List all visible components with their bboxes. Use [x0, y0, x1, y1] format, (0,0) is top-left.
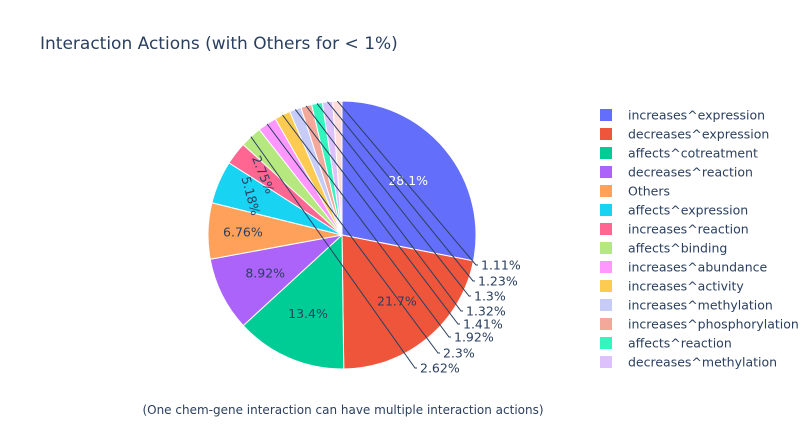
legend-item-label[interactable]: increases^expression — [628, 108, 765, 123]
leader-line — [336, 100, 478, 266]
legend-item-label[interactable]: affects^cotreatment — [628, 146, 758, 161]
leader-line — [327, 101, 475, 282]
pie-slice — [242, 233, 345, 370]
legend-item-label[interactable]: affects^binding — [628, 241, 727, 256]
legend-swatch[interactable] — [600, 223, 612, 235]
legend-item-label[interactable]: increases^activity — [628, 279, 744, 294]
legend-swatch[interactable] — [600, 204, 612, 216]
legend-swatch[interactable] — [600, 261, 612, 273]
legend-swatch[interactable] — [600, 128, 612, 140]
slice-label: 6.76% — [223, 225, 263, 240]
slice-label: 1.41% — [463, 317, 503, 332]
legend-item-label[interactable]: affects^reaction — [628, 336, 732, 351]
slice-label: 2.3% — [443, 346, 475, 361]
legend-item-label[interactable]: decreases^expression — [628, 127, 769, 142]
slice-label: 8.92% — [245, 266, 285, 281]
slice-label: 1.3% — [474, 289, 506, 304]
slice-label: 1.11% — [481, 258, 521, 273]
leader-line — [250, 136, 417, 369]
legend-item-label[interactable]: decreases^methylation — [628, 355, 777, 370]
legend-swatch[interactable] — [600, 166, 612, 178]
legend-swatch[interactable] — [600, 318, 612, 330]
chart-title: Interaction Actions (with Others for < 1… — [40, 34, 398, 54]
slice-label: 1.92% — [454, 330, 494, 345]
legend-swatch[interactable] — [600, 109, 612, 121]
slice-label: 2.62% — [420, 361, 460, 376]
legend: increases^expression decreases^expression… — [600, 108, 799, 370]
legend-item-label[interactable]: increases^phosphorylation — [628, 317, 799, 332]
leader-line — [294, 109, 460, 325]
leader-line — [316, 103, 471, 297]
legend-swatch[interactable] — [600, 185, 612, 197]
chart-caption: (One chem-gene interaction can have mult… — [142, 403, 544, 417]
legend-swatch[interactable] — [600, 299, 612, 311]
pie-slice — [341, 100, 477, 262]
leader-line — [282, 114, 451, 338]
legend-swatch[interactable] — [600, 356, 612, 368]
legend-item-label[interactable]: increases^reaction — [628, 222, 749, 237]
legend-swatch[interactable] — [600, 337, 612, 349]
legend-item-label[interactable]: decreases^reaction — [628, 165, 753, 180]
legend-item-label[interactable]: increases^abundance — [628, 260, 768, 275]
slice-label: 21.7% — [377, 293, 417, 308]
slice-label: 13.4% — [288, 306, 328, 321]
legend-item-label[interactable]: increases^methylation — [628, 298, 773, 313]
legend-swatch[interactable] — [600, 280, 612, 292]
legend-item-label[interactable]: affects^expression — [628, 203, 748, 218]
leader-line — [266, 123, 440, 354]
legend-item-label[interactable]: Others — [628, 184, 670, 199]
leader-line — [305, 105, 463, 312]
legend-swatch[interactable] — [600, 242, 612, 254]
legend-swatch[interactable] — [600, 147, 612, 159]
slice-label: 1.23% — [478, 274, 518, 289]
slice-label: 28.1% — [388, 173, 428, 188]
slice-label: 1.32% — [466, 304, 506, 319]
